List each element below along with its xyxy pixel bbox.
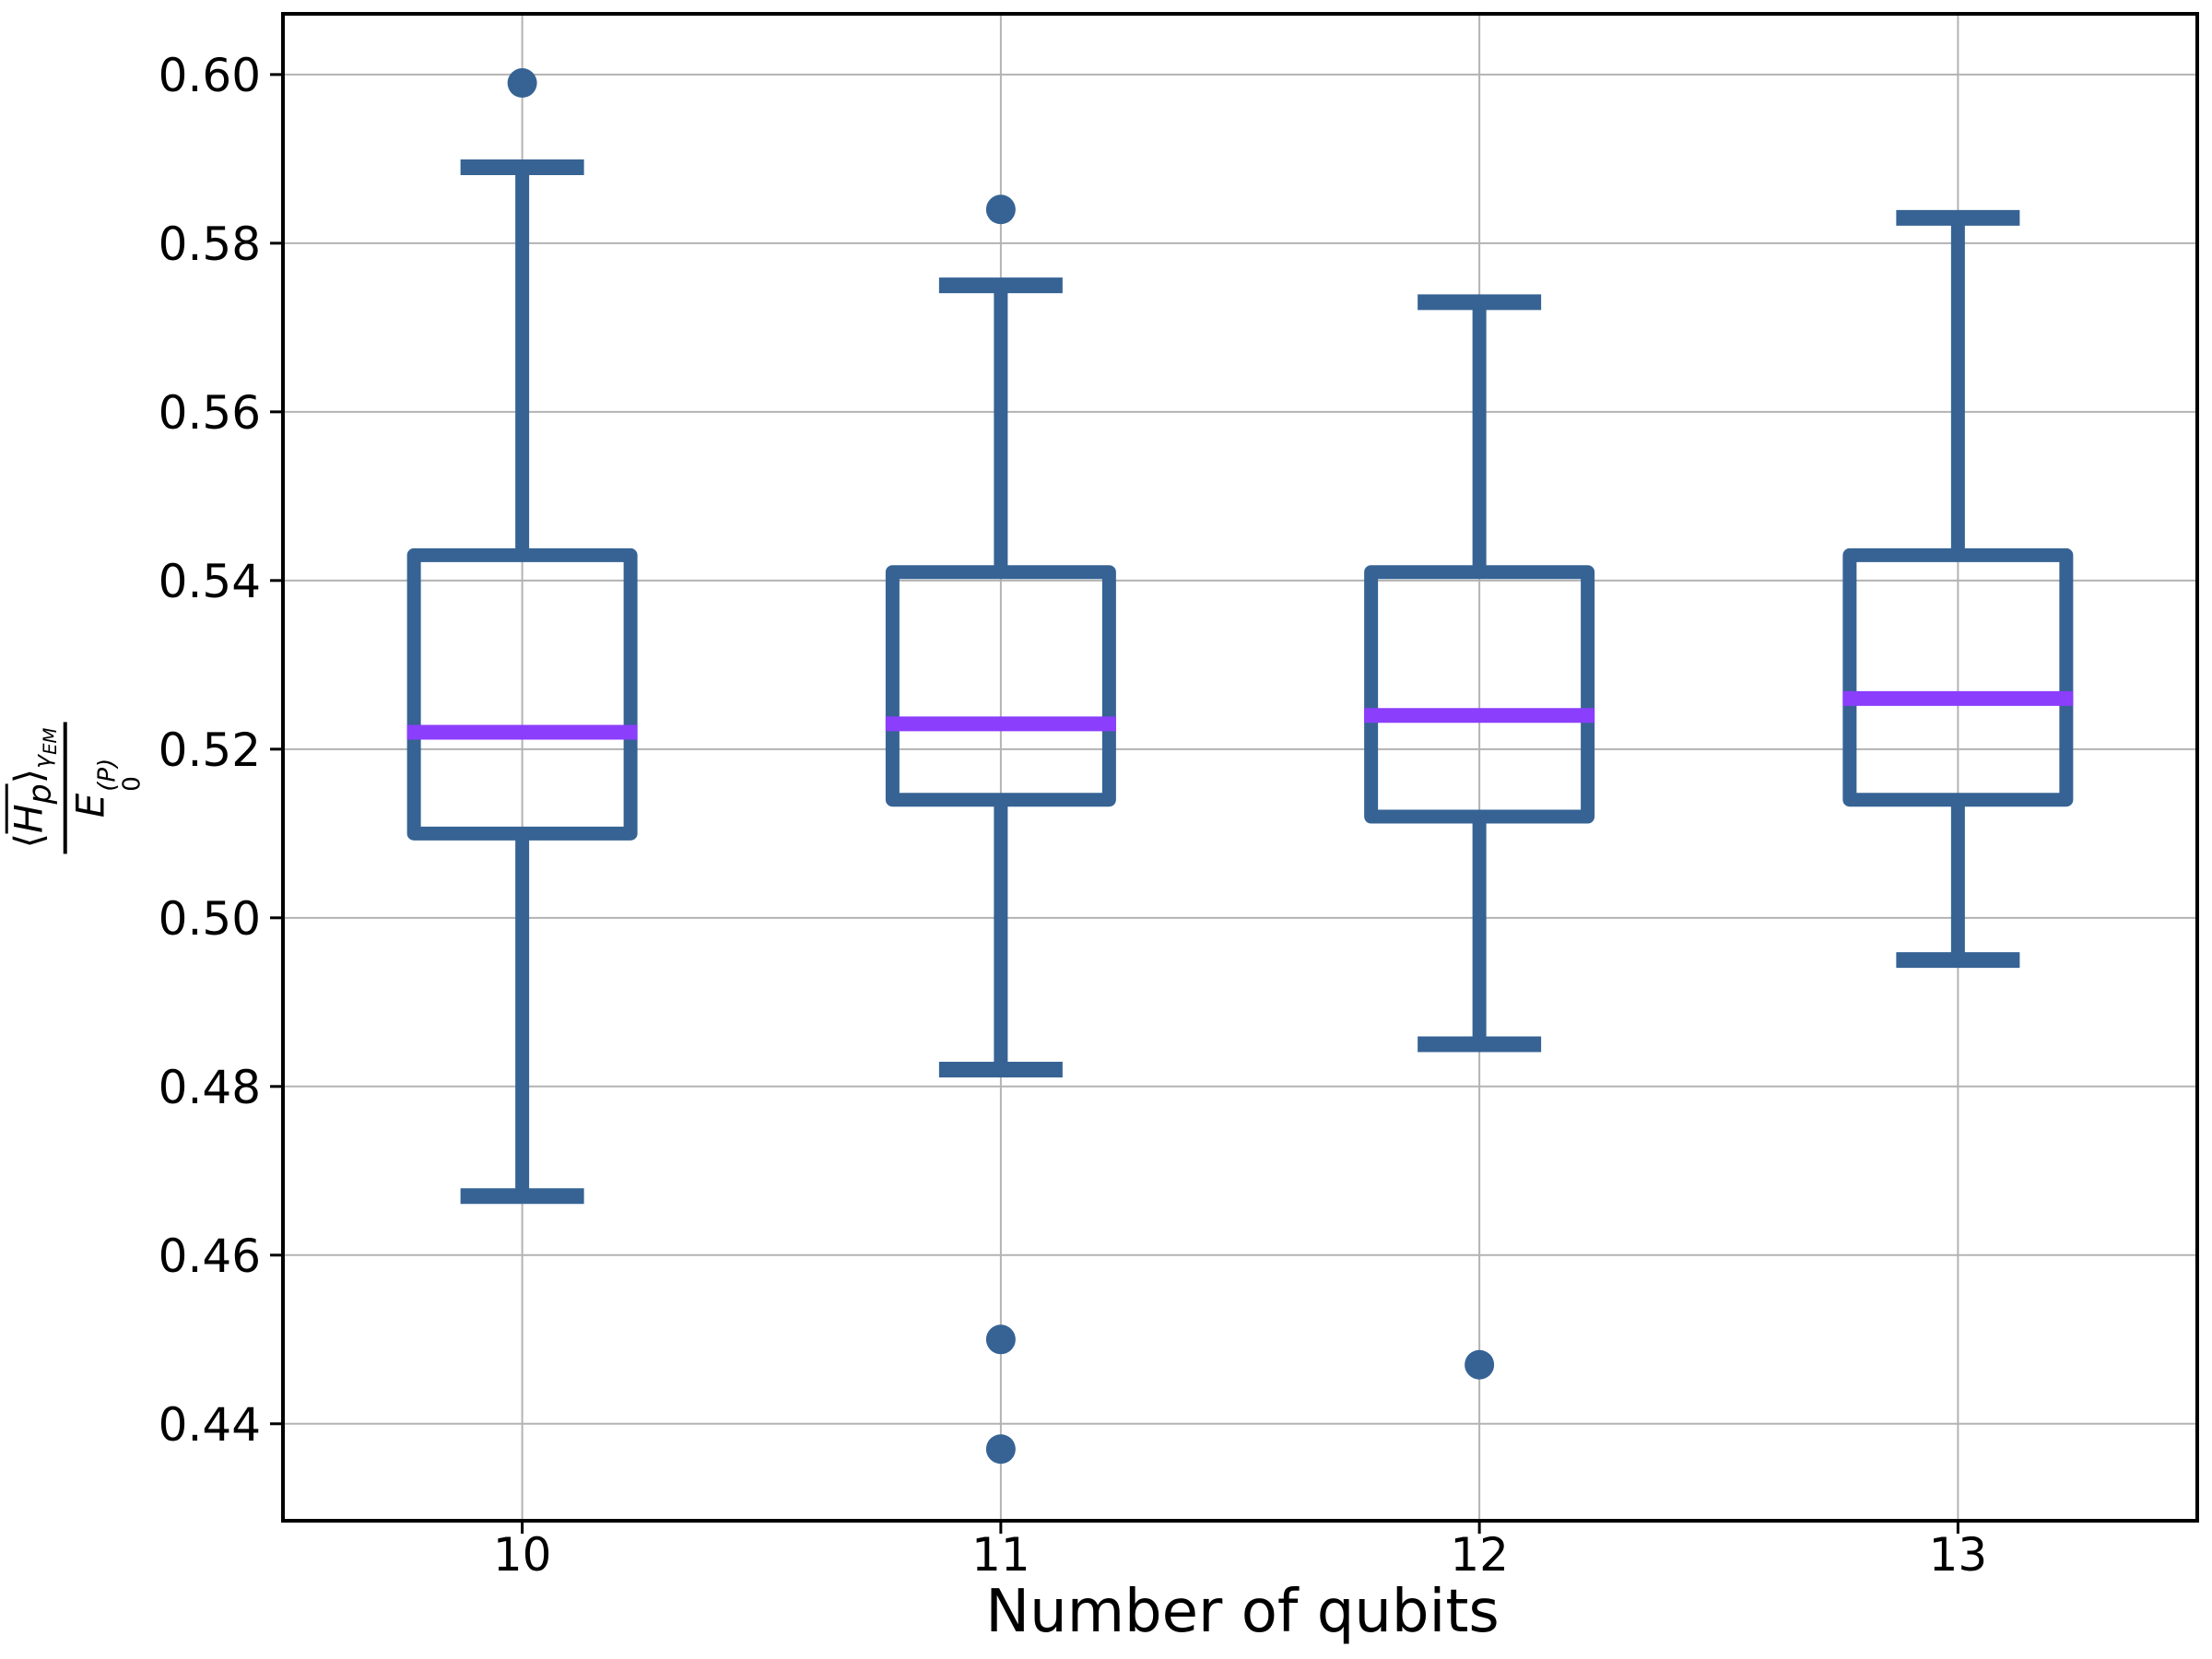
y-axis-title: ⟨Hp⟩γEM E (P) 0 [5, 722, 147, 854]
y-axis-fraction: ⟨Hp⟩γEM E (P) 0 [5, 722, 147, 854]
outlier-point [507, 68, 537, 99]
y-tick-label: 0.44 [159, 1398, 261, 1452]
x-tick-label: 12 [1450, 1528, 1509, 1582]
fraction-denominator: E (P) 0 [67, 758, 147, 818]
x-tick-label: 13 [1929, 1528, 1988, 1582]
y-tick-label: 0.56 [159, 386, 261, 440]
outlier-point [1465, 1349, 1495, 1380]
y-tick-label: 0.58 [159, 218, 261, 271]
gamma-subscript: γEM [29, 727, 62, 769]
outlier-point [985, 1324, 1016, 1355]
outlier-point [985, 1434, 1016, 1465]
iqr-box [1364, 565, 1595, 824]
iqr-box [1842, 547, 2074, 807]
iqr-box [406, 547, 638, 841]
angle-open: ⟨ [6, 833, 52, 849]
fraction-numerator: ⟨Hp⟩γEM [5, 723, 62, 854]
y-tick-label: 0.52 [159, 724, 261, 777]
y-tick-label: 0.50 [159, 892, 261, 946]
y-tick-label: 0.54 [159, 555, 261, 608]
outlier-point [985, 194, 1016, 225]
H-bar-term: Hp [5, 783, 60, 834]
axes-layer: 0.60 0.58 0.56 0.54 0.52 0.50 0.48 0.46 0.44 10 11… [159, 12, 2199, 1582]
fraction-bar [63, 722, 67, 854]
axes-spine [281, 12, 2199, 1523]
x-tick-label: 10 [493, 1528, 552, 1582]
angle-close: ⟩ [6, 768, 52, 784]
iqr-box [885, 565, 1116, 807]
grid-layer [283, 14, 2197, 1521]
x-tick-label: 11 [971, 1528, 1030, 1582]
box-layer [406, 68, 2074, 1465]
E-sup-sub: (P) 0 [93, 758, 147, 792]
y-tick-label: 0.48 [159, 1061, 261, 1114]
x-axis-title: Number of qubits [985, 1578, 1500, 1646]
y-tick-label: 0.46 [159, 1230, 261, 1283]
y-tick-label: 0.60 [159, 49, 261, 102]
